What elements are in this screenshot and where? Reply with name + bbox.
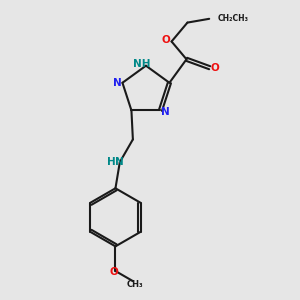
Text: N: N bbox=[116, 157, 124, 167]
Text: O: O bbox=[110, 268, 118, 278]
Text: N: N bbox=[161, 107, 170, 117]
Text: O: O bbox=[211, 63, 219, 73]
Text: O: O bbox=[162, 35, 171, 45]
Text: N: N bbox=[113, 78, 122, 88]
Text: H: H bbox=[107, 157, 116, 167]
Text: NH: NH bbox=[133, 59, 150, 69]
Text: CH₃: CH₃ bbox=[126, 280, 143, 289]
Text: CH₂CH₃: CH₂CH₃ bbox=[217, 14, 248, 23]
